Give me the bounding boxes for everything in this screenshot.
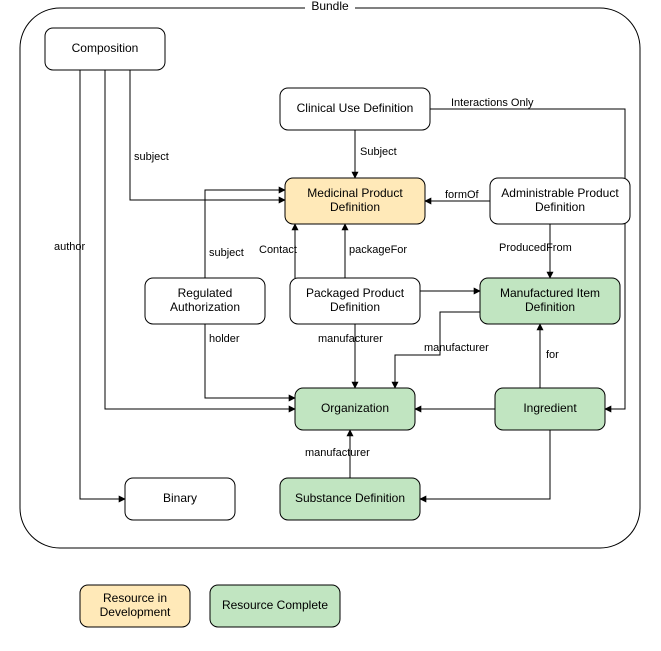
- edge-label-4: Subject: [360, 146, 397, 158]
- node-packprod: Packaged Product Definition: [290, 278, 420, 324]
- legend-item-1: Resource Complete: [210, 585, 340, 627]
- edge-label-6: formOf: [445, 189, 480, 201]
- diagram-svg: Bundle subject author Subject Interactions …: [0, 0, 661, 651]
- edge-label-18: manufacturer: [305, 447, 370, 459]
- edge-label-0: subject: [134, 151, 169, 163]
- node-medprod: Medicinal Product Definition: [285, 178, 425, 224]
- edge-label-5: Interactions Only: [451, 97, 534, 109]
- node-substance: Substance Definition: [280, 478, 420, 520]
- node-manitem: Manufactured Item Definition: [480, 278, 620, 324]
- edge-label-7: ProducedFrom: [499, 242, 572, 254]
- node-adminprod: Administrable Product Definition: [490, 178, 630, 224]
- edge-label-10: packageFor: [349, 244, 407, 256]
- node-regauth: Regulated Authorization: [145, 278, 265, 324]
- edge-label-9: holder: [209, 333, 240, 345]
- node-clinuse: Clinical Use Definition: [280, 88, 430, 130]
- node-binary: Binary: [125, 478, 235, 520]
- edge-label-12: manufacturer: [318, 333, 383, 345]
- node-organization: Organization: [295, 388, 415, 430]
- node-composition: Composition: [45, 28, 165, 70]
- legend-item-0: Resource in Development: [80, 585, 190, 627]
- edge-label-16: for: [546, 349, 559, 361]
- edge-label-13: Contact: [259, 244, 297, 256]
- node-ingredient: Ingredient: [495, 388, 605, 430]
- bundle-label: Bundle: [311, 0, 349, 13]
- edge-label-8: subject: [209, 247, 244, 259]
- edge-label-3: author: [54, 241, 86, 253]
- edge-label-14: manufacturer: [424, 342, 489, 354]
